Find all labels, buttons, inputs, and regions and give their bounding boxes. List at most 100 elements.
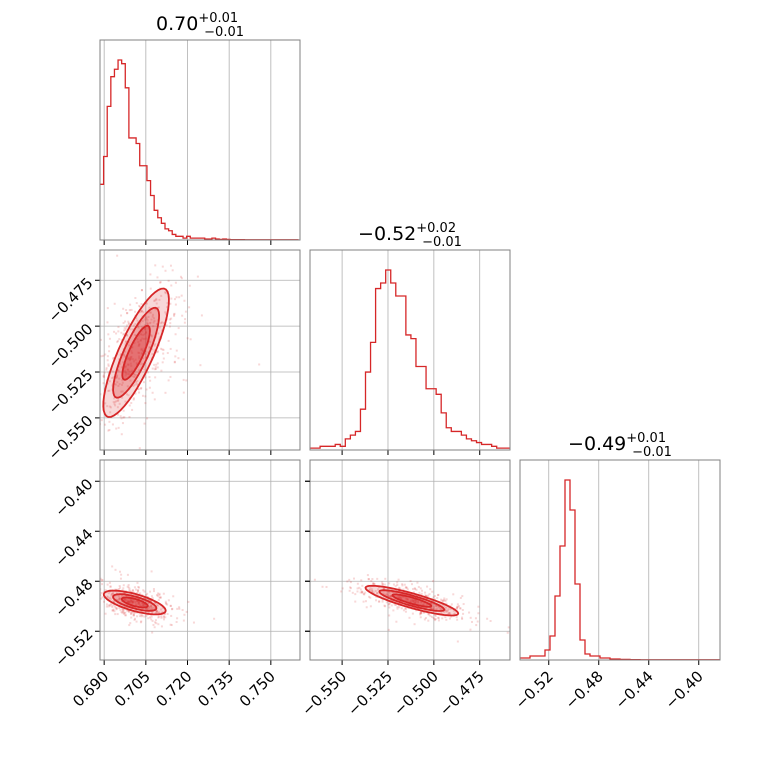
joint-panel-0-1-point-212	[102, 374, 105, 377]
joint-panel-1-2-point-471	[447, 613, 450, 616]
joint-panel-0-2-point-453	[135, 603, 138, 606]
joint-panel-1-2-point-356	[416, 600, 419, 603]
joint-panel-1-2-point-216	[383, 583, 386, 586]
joint-panel-0-1-point-266	[126, 368, 129, 371]
joint-panel-0-1-point-482	[169, 322, 172, 325]
joint-panel-0-2-point-438	[169, 604, 172, 607]
joint-panel-1-2-point-122	[412, 599, 415, 602]
joint-panel-0-1-point-236	[188, 284, 191, 287]
joint-panel-0-2-point-64	[134, 601, 137, 604]
joint-panel-1-2-point-495	[427, 619, 430, 622]
joint-panel-0-1-point-33	[105, 368, 108, 371]
joint-panel-0-1-point-359	[149, 287, 152, 290]
joint-panel-0-2-point-202	[126, 601, 129, 604]
joint-panel-1-2-point-202	[431, 608, 434, 611]
joint-panel-1-2-point-267	[430, 603, 433, 606]
joint-panel-0-1-point-424	[122, 409, 125, 412]
joint-panel-0-2-point-20	[126, 585, 129, 588]
joint-panel-0-2-point-120	[158, 592, 161, 595]
joint-panel-0-1-point-123	[70, 517, 72, 519]
joint-panel-0-1-point-223	[170, 317, 173, 320]
joint-panel-0-1-point-190	[121, 381, 124, 384]
joint-panel-0-1-point-259	[138, 391, 141, 394]
joint-panel-0-1-point-339	[137, 326, 140, 329]
joint-panel-1-2-point-72	[437, 605, 440, 608]
joint-panel-0-1-point-447	[181, 314, 184, 317]
joint-panel-0-1-point-473	[164, 391, 167, 394]
joint-panel-0-1-point-406	[126, 385, 129, 388]
joint-panel-1-2-point-55	[427, 613, 430, 616]
joint-panel-1-2-point-134	[371, 577, 374, 580]
joint-panel-1-2-point-364	[388, 591, 391, 594]
joint-panel-1-2-point-18	[468, 611, 471, 614]
joint-panel-1-2-point-199	[423, 602, 426, 605]
joint-panel-0-1-point-355	[131, 375, 134, 378]
joint-panel-0-1-point-216	[154, 376, 157, 379]
joint-panel-1-2-point-493	[419, 611, 422, 614]
joint-panel-1-2-point-248	[433, 617, 436, 620]
joint-panel-1-2-point-174	[372, 581, 375, 584]
joint-panel-0-2-point-274	[151, 612, 154, 615]
joint-panel-1-2-point-110	[398, 596, 401, 599]
joint-panel-0-2-point-490	[129, 622, 132, 625]
joint-panel-0-2-point-398	[150, 618, 153, 621]
joint-panel-0-2-point-326	[124, 599, 127, 602]
joint-panel-0-2-point-86	[110, 604, 113, 607]
joint-panel-0-1-point-364	[133, 383, 136, 386]
joint-panel-0-1-point-407	[150, 348, 153, 351]
joint-panel-0-1-point-513	[130, 355, 133, 358]
param-0-median: 0.70	[156, 13, 198, 35]
joint-panel-0-1-point-271	[108, 337, 111, 340]
joint-panel-1-2-point-125	[362, 600, 365, 603]
joint-panel-0-1-contour-0	[102, 287, 170, 418]
joint-panel-1-2-point-80	[369, 605, 372, 608]
joint-panel-1-2-point-416	[440, 611, 443, 614]
joint-panel-1-2-point-326	[352, 577, 355, 580]
joint-panel-0-1-point-467	[144, 369, 147, 372]
joint-panel-1-2-point-352	[406, 586, 409, 589]
joint-panel-0-1-point-376	[156, 351, 159, 354]
joint-panel-1-2-point-465	[406, 598, 409, 601]
joint-panel-1-2-point-369	[489, 620, 492, 623]
joint-panel-0-1-point-74	[108, 405, 111, 408]
joint-panel-0-2-point-392	[143, 615, 146, 618]
joint-panel-1-2-point-206	[385, 594, 388, 597]
joint-panel-0-1-point-288	[144, 316, 147, 319]
joint-panel-0-1-point-316	[119, 354, 122, 357]
joint-panel-0-2-point-65	[123, 605, 126, 608]
joint-panel-1-2-point-444	[398, 586, 401, 589]
joint-panel-0-1-point-411	[151, 315, 154, 318]
joint-panel-0-2-point-402	[145, 614, 148, 617]
joint-panel-0-1-point-172	[115, 375, 118, 378]
joint-panel-1-2-point-215	[446, 610, 449, 613]
joint-panel-0-1-point-470	[166, 352, 169, 355]
joint-panel-0-2-point-494	[100, 597, 103, 600]
joint-panel-1-2-point-437	[356, 590, 359, 593]
joint-panel-0-2-point-387	[133, 611, 136, 614]
joint-panel-1-2-point-351	[453, 612, 456, 615]
joint-panel-1-2-point-168	[410, 601, 413, 604]
joint-panel-0-2-point-408	[157, 592, 160, 595]
joint-panel-0-2-point-199	[151, 619, 154, 622]
y-tick-label-2-2: −0.44	[51, 525, 96, 570]
joint-panel-0-2-point-50	[109, 598, 112, 601]
joint-panel-0-1-point-256	[183, 299, 186, 302]
joint-panel-0-1-point-9	[108, 389, 111, 392]
joint-panel-0-1-point-54	[141, 357, 144, 360]
joint-panel-1-2-point-166	[401, 583, 404, 586]
joint-panel-0-1-point-371	[126, 357, 129, 360]
joint-panel-0-2-point-253	[155, 593, 158, 596]
joint-panel-1-2-point-187	[442, 599, 445, 602]
joint-panel-0-1-point-296	[45, 525, 47, 527]
joint-panel-1-2-point-331	[439, 607, 442, 610]
joint-panel-0-2-point-483	[136, 599, 139, 602]
joint-panel-0-1-point-481	[100, 419, 103, 422]
joint-panel-1-2-point-497	[445, 606, 448, 609]
x-tick-label-2-1: −0.48	[562, 667, 607, 712]
joint-panel-0-2-point-477	[157, 612, 160, 615]
joint-panel-0-1-point-440	[148, 340, 151, 343]
joint-panel-0-2-point-129	[153, 602, 156, 605]
joint-panel-0-2-point-319	[135, 594, 138, 597]
joint-panel-1-2-point-486	[507, 626, 510, 629]
hist-panel-0-series-line	[100, 59, 299, 240]
